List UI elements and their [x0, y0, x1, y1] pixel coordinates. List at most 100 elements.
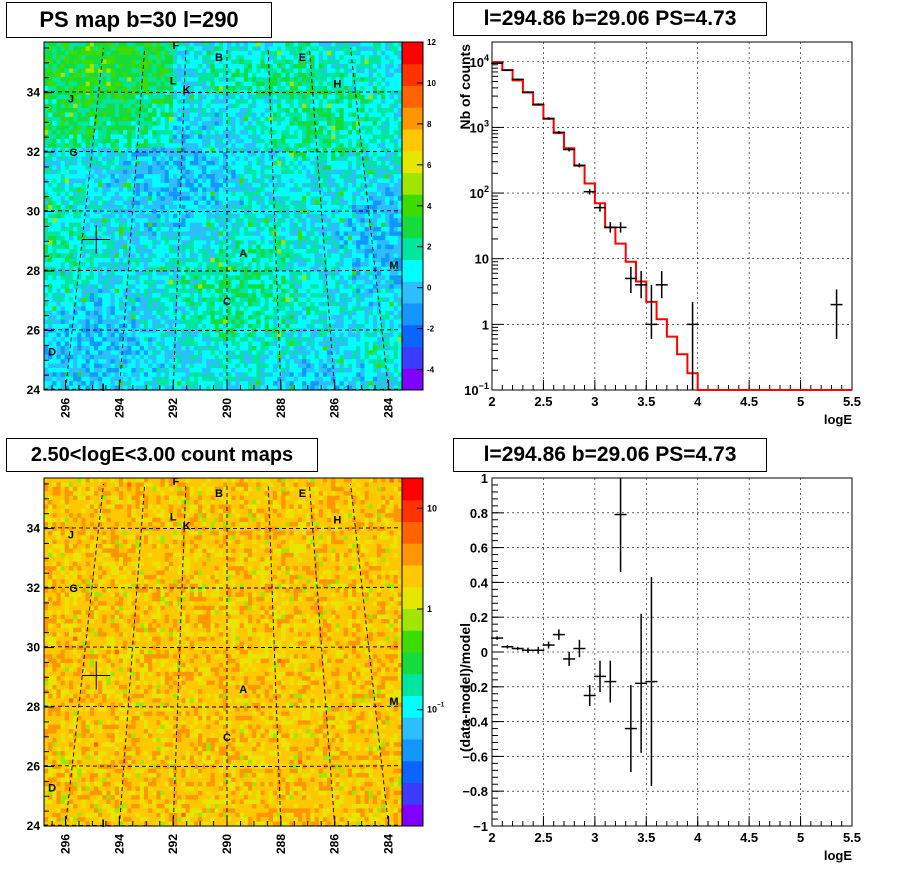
- map-cell: [68, 50, 74, 56]
- map-cell: [77, 297, 83, 303]
- map-cell: [277, 68, 282, 74]
- map-cell: [123, 147, 128, 153]
- map-cell: [239, 218, 245, 224]
- map-cell: [210, 152, 216, 158]
- map-cell: [160, 50, 166, 56]
- map-cell: [210, 385, 216, 391]
- map-cell: [268, 301, 274, 307]
- map-cell: [218, 288, 224, 294]
- map-cell: [114, 174, 120, 180]
- map-cell: [98, 271, 103, 277]
- map-cell: [210, 156, 216, 162]
- map-cell: [93, 99, 99, 105]
- map-cell: [135, 222, 141, 228]
- map-cell: [268, 376, 274, 382]
- map-cell: [281, 196, 287, 202]
- map-cell: [52, 121, 58, 127]
- map-cell: [193, 200, 199, 206]
- map-cell: [173, 209, 178, 215]
- map-cell: [247, 253, 253, 259]
- map-cell: [164, 218, 170, 224]
- map-cell: [139, 354, 145, 360]
- map-cell: [231, 253, 237, 259]
- map-cell: [156, 103, 162, 109]
- map-cell: [93, 271, 99, 277]
- map-cell: [218, 262, 224, 268]
- map-cell: [168, 301, 174, 307]
- map-cell: [177, 50, 182, 56]
- map-cell: [285, 196, 291, 202]
- map-cell: [81, 200, 87, 206]
- map-cell: [181, 231, 187, 237]
- map-cell: [218, 315, 224, 321]
- map-cell: [293, 231, 299, 237]
- map-cell: [243, 72, 249, 78]
- map-cell: [264, 81, 270, 87]
- map-cell: [156, 275, 162, 281]
- map-cell: [272, 103, 278, 109]
- map-cell: [268, 227, 274, 233]
- map-cell: [173, 381, 178, 387]
- map-cell: [243, 337, 249, 343]
- map-cell: [302, 328, 307, 334]
- map-cell: [272, 350, 278, 356]
- map-cell: [127, 68, 133, 74]
- map-cell: [114, 367, 120, 373]
- map-cell: [143, 204, 149, 210]
- map-cell: [189, 341, 195, 347]
- map-cell: [173, 165, 178, 171]
- map-cell: [231, 315, 237, 321]
- map-cell: [173, 59, 178, 65]
- map-cell: [285, 240, 291, 246]
- map-cell: [264, 94, 270, 100]
- map-cell: [206, 94, 212, 100]
- map-cell: [127, 90, 133, 96]
- map-cell: [98, 262, 103, 268]
- map-cell: [247, 169, 253, 175]
- map-cell: [48, 50, 53, 56]
- map-cell: [277, 328, 282, 334]
- map-cell: [152, 64, 157, 70]
- map-cell: [210, 231, 216, 237]
- map-cell: [302, 81, 307, 87]
- map-cell: [214, 182, 220, 188]
- map-cell: [135, 81, 141, 87]
- map-cell: [85, 376, 91, 382]
- map-cell: [210, 77, 216, 83]
- map-cell: [98, 213, 103, 219]
- map-cell: [260, 86, 266, 92]
- map-cell: [85, 59, 91, 65]
- map-cell: [89, 165, 95, 171]
- map-cell: [123, 77, 128, 83]
- map-cell: [118, 350, 124, 356]
- map-cell: [256, 235, 262, 241]
- map-cell: [143, 213, 149, 219]
- map-cell: [160, 376, 166, 382]
- map-cell: [85, 227, 91, 233]
- map-cell: [181, 86, 187, 92]
- map-cell: [272, 160, 278, 166]
- map-cell: [247, 359, 253, 365]
- map-cell: [256, 103, 262, 109]
- map-cell: [89, 345, 95, 351]
- map-cell: [123, 359, 128, 365]
- map-cell: [252, 108, 257, 114]
- map-cell: [227, 187, 232, 193]
- map-cell: [227, 345, 232, 351]
- map-cell: [185, 178, 191, 184]
- map-cell: [114, 262, 120, 268]
- map-cell: [152, 266, 157, 272]
- map-cell: [164, 271, 170, 277]
- map-cell: [118, 187, 124, 193]
- map-cell: [227, 121, 232, 127]
- map-cell: [123, 156, 128, 162]
- map-cell: [181, 315, 187, 321]
- map-cell: [189, 42, 195, 48]
- map-cell: [131, 218, 137, 224]
- map-cell: [152, 235, 157, 241]
- map-cell: [227, 143, 232, 149]
- map-cell: [223, 77, 228, 83]
- map-cell: [123, 319, 128, 325]
- map-cell: [148, 42, 153, 48]
- map-cell: [164, 121, 170, 127]
